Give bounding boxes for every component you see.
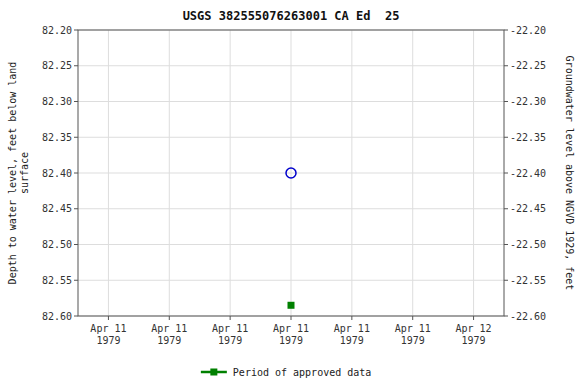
- tick: [504, 316, 508, 317]
- grid-line: [230, 30, 231, 316]
- tick-label: -22.60: [510, 311, 546, 322]
- tick: [473, 316, 474, 320]
- tick: [504, 30, 508, 31]
- grid: [78, 30, 504, 316]
- tick-label: 82.60: [42, 311, 72, 322]
- tick: [230, 316, 231, 320]
- tick: [74, 208, 78, 209]
- tick: [74, 30, 78, 31]
- grid-line: [473, 30, 474, 316]
- tick: [504, 208, 508, 209]
- tick-label: -22.20: [510, 25, 546, 36]
- tick-label: -22.30: [510, 96, 546, 107]
- tick-label: Apr 121979: [456, 323, 492, 346]
- tick-label: 82.20: [42, 25, 72, 36]
- tick: [74, 244, 78, 245]
- y2-axis: -22.20 -22.25 -22.30 -22.35 -22.40 -22.45 -22.…: [504, 25, 546, 322]
- tick: [74, 316, 78, 317]
- tick: [74, 173, 78, 174]
- background: [0, 0, 576, 384]
- grid-line: [108, 30, 109, 316]
- point: [286, 168, 296, 178]
- text-line: Apr 11: [334, 323, 370, 334]
- text-line: 1979: [340, 335, 364, 346]
- grid-line: [291, 30, 292, 316]
- y-axis: 82.20 82.25 82.30 82.35 82.40 82.45 82.50 82.55…: [42, 25, 78, 322]
- legend-symbol: [210, 369, 217, 376]
- tick-label: 82.35: [42, 132, 72, 143]
- tick-label: 82.45: [42, 203, 72, 214]
- tick-label: -22.55: [510, 275, 546, 286]
- text-line: 1979: [96, 335, 120, 346]
- tick-label: -22.25: [510, 60, 546, 71]
- tick: [504, 65, 508, 66]
- tick-label: Apr 111979: [273, 323, 309, 346]
- text-line: Apr 11: [395, 323, 431, 334]
- tick-label: Apr 111979: [395, 323, 431, 346]
- tick-label: Apr 111979: [90, 323, 126, 346]
- tick: [504, 101, 508, 102]
- tick: [504, 244, 508, 245]
- tick: [504, 137, 508, 138]
- tick: [504, 173, 508, 174]
- point: [288, 302, 295, 309]
- text-line: Groundwater level above NGVD 1929, feet: [564, 56, 575, 291]
- tick-label: 82.55: [42, 275, 72, 286]
- tick: [74, 101, 78, 102]
- grid-line: [169, 30, 170, 316]
- tick: [291, 316, 292, 320]
- grid-line: [412, 30, 413, 316]
- tick: [351, 316, 352, 320]
- y2-axis-label: Groundwater level above NGVD 1929, feet: [564, 56, 575, 291]
- tick-label: 82.40: [42, 168, 72, 179]
- tick-label: Apr 111979: [334, 323, 370, 346]
- text-line: Apr 11: [151, 323, 187, 334]
- tick-label: -22.40: [510, 168, 546, 179]
- text-line: Apr 11: [273, 323, 309, 334]
- tick-label: Apr 111979: [212, 323, 248, 346]
- text-line: Apr 11: [212, 323, 248, 334]
- tick: [74, 137, 78, 138]
- tick-label: 82.25: [42, 60, 72, 71]
- tick-label: -22.45: [510, 203, 546, 214]
- marks: [286, 168, 296, 309]
- tick: [74, 280, 78, 281]
- text-line: 1979: [279, 335, 303, 346]
- text-line: surface: [19, 152, 30, 194]
- chart: 82.20 82.25 82.30 82.35 82.40 82.45 82.50 82.55…: [0, 0, 576, 384]
- title: USGS 382555076263001 CA Ed 25: [183, 9, 400, 23]
- tick-label: -22.35: [510, 132, 546, 143]
- text-line: Apr 12: [456, 323, 492, 334]
- tick-label: -22.50: [510, 239, 546, 250]
- plot-frame: [78, 30, 504, 316]
- legend-label: Period of approved data: [233, 367, 371, 378]
- tick-label: 82.50: [42, 239, 72, 250]
- tick: [169, 316, 170, 320]
- text-line: 1979: [462, 335, 486, 346]
- text-line: Apr 11: [90, 323, 126, 334]
- legend: Period of approved data: [201, 367, 371, 378]
- text-line: Depth to water level, feet below land: [7, 62, 18, 285]
- y-axis-label: Depth to water level, feet below landsur…: [7, 62, 30, 285]
- tick: [74, 65, 78, 66]
- tick: [504, 280, 508, 281]
- text-line: 1979: [218, 335, 242, 346]
- text-line: 1979: [401, 335, 425, 346]
- tick-label: Apr 111979: [151, 323, 187, 346]
- tick: [108, 316, 109, 320]
- text-line: 1979: [157, 335, 181, 346]
- tick: [412, 316, 413, 320]
- tick-label: 82.30: [42, 96, 72, 107]
- x-axis: Apr 111979Apr 111979Apr 111979Apr 111979…: [90, 316, 491, 346]
- grid-line: [351, 30, 352, 316]
